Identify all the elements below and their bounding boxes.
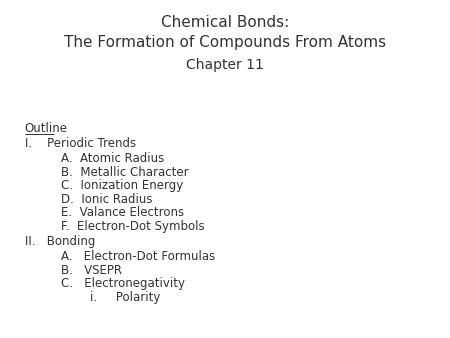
- Text: C.  Ionization Energy: C. Ionization Energy: [61, 179, 183, 192]
- Text: B.   VSEPR: B. VSEPR: [61, 264, 122, 276]
- Text: The Formation of Compounds From Atoms: The Formation of Compounds From Atoms: [64, 35, 386, 50]
- Text: A.  Atomic Radius: A. Atomic Radius: [61, 152, 164, 165]
- Text: C.   Electronegativity: C. Electronegativity: [61, 277, 185, 290]
- Text: Outline: Outline: [25, 122, 68, 135]
- Text: F.  Electron-Dot Symbols: F. Electron-Dot Symbols: [61, 220, 204, 233]
- Text: A.   Electron-Dot Formulas: A. Electron-Dot Formulas: [61, 250, 215, 263]
- Text: B.  Metallic Character: B. Metallic Character: [61, 166, 189, 178]
- Text: E.  Valance Electrons: E. Valance Electrons: [61, 206, 184, 219]
- Text: Chemical Bonds:: Chemical Bonds:: [161, 15, 289, 30]
- Text: Chapter 11: Chapter 11: [186, 58, 264, 72]
- Text: D.  Ionic Radius: D. Ionic Radius: [61, 193, 152, 206]
- Text: i.     Polarity: i. Polarity: [90, 291, 160, 304]
- Text: I.    Periodic Trends: I. Periodic Trends: [25, 137, 136, 150]
- Text: II.   Bonding: II. Bonding: [25, 235, 95, 248]
